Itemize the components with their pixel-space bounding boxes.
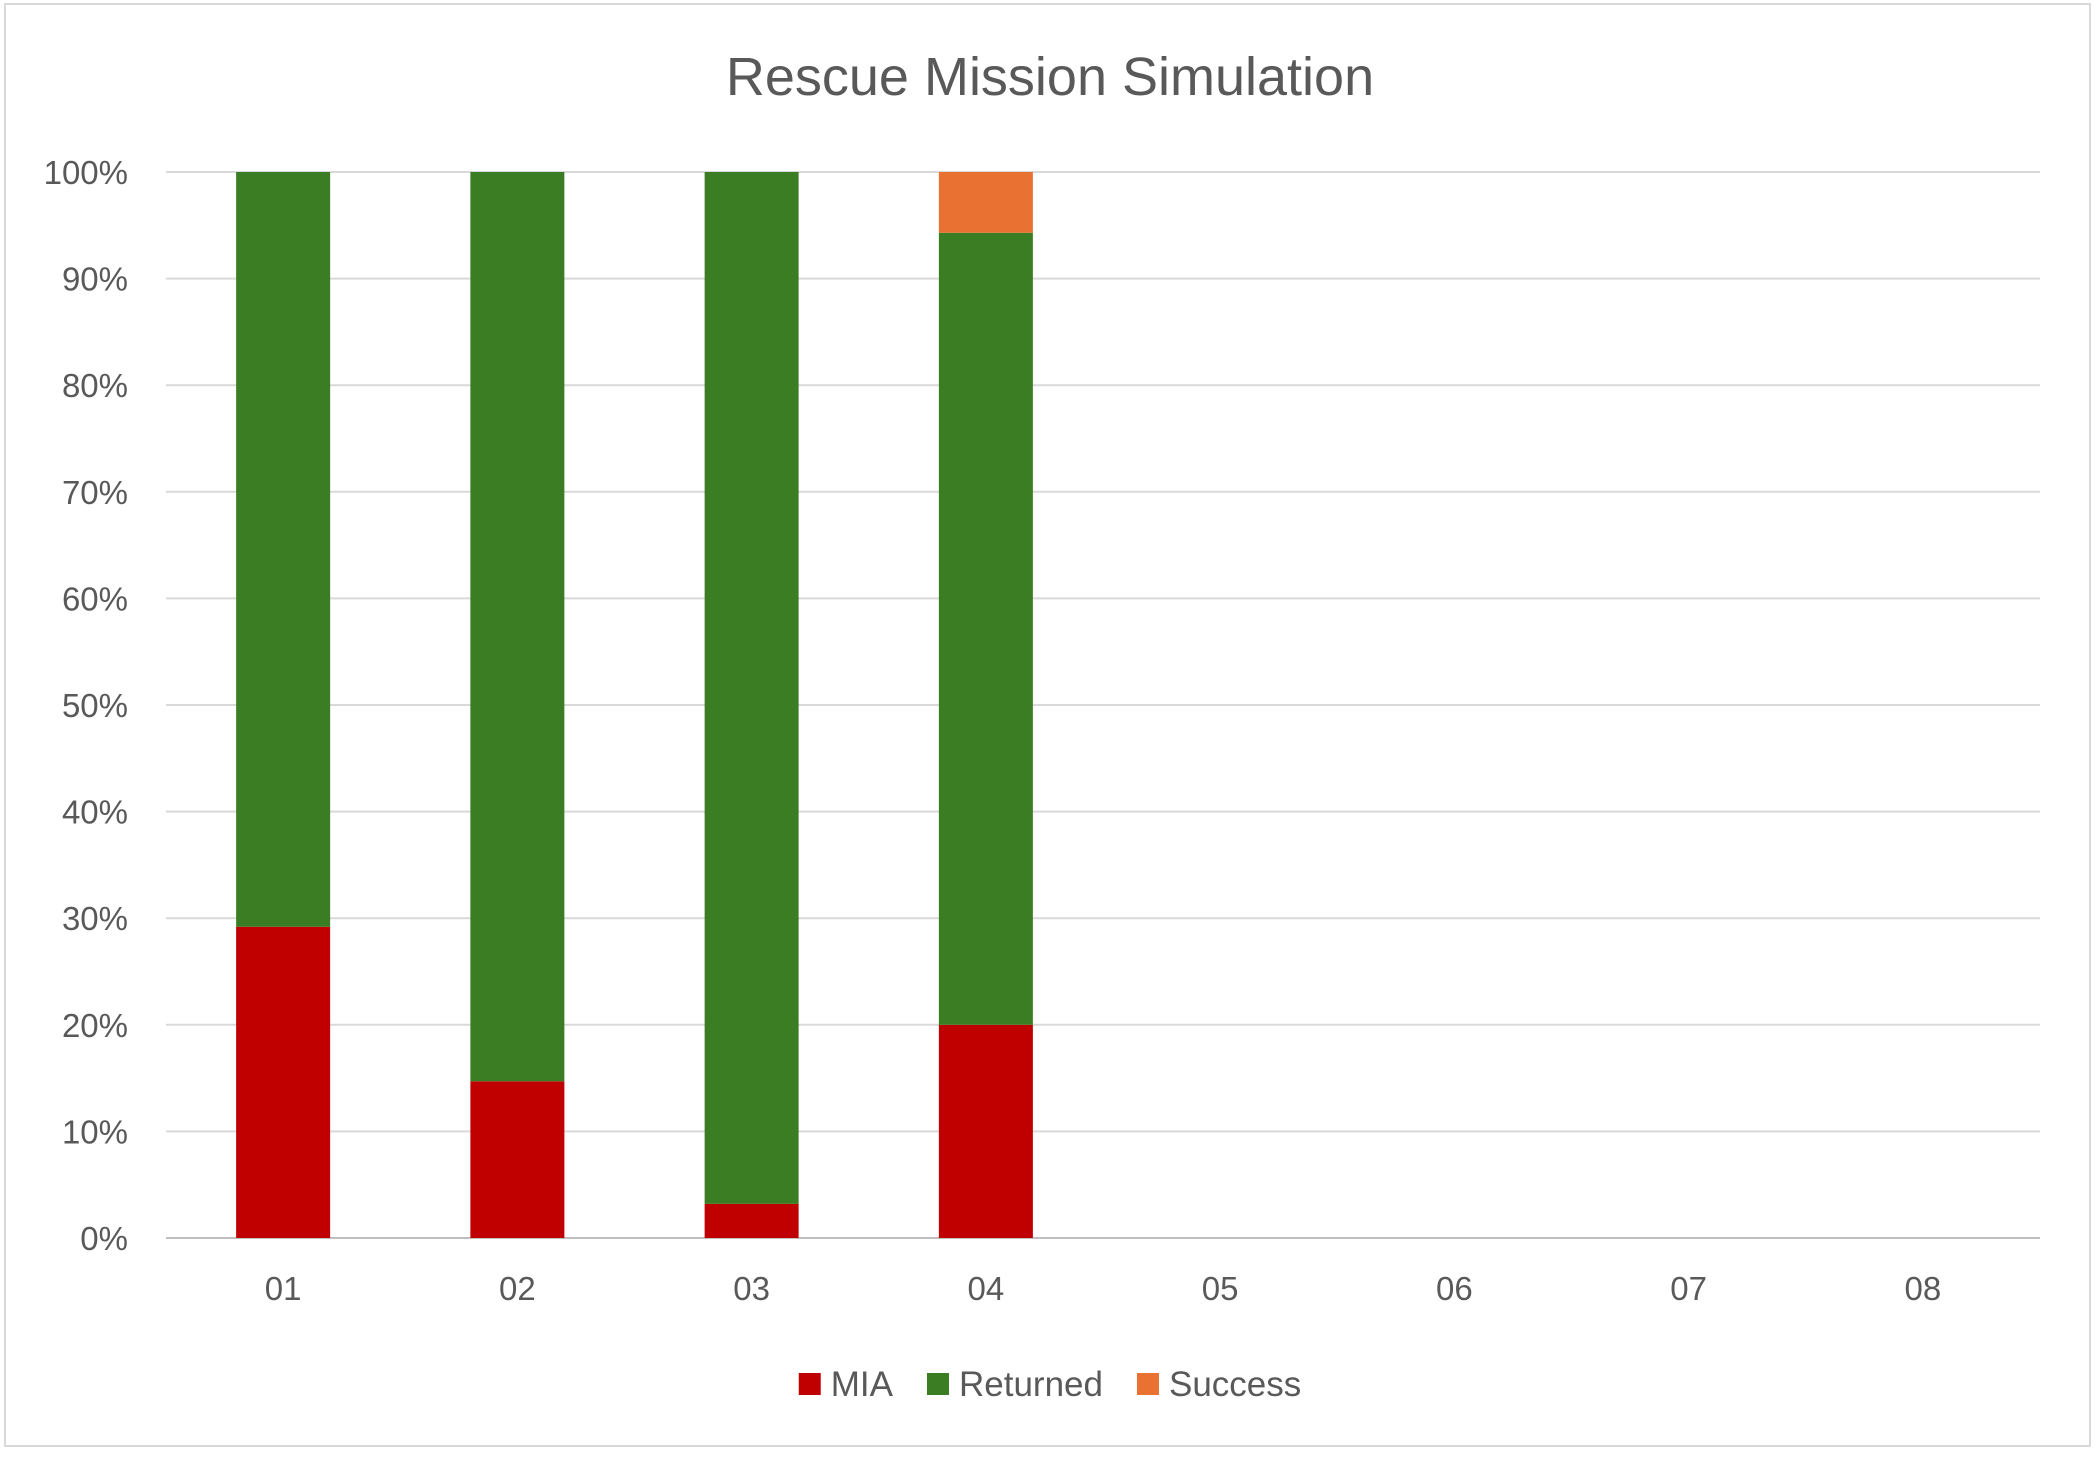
bar-success-04 xyxy=(938,172,1033,233)
legend-label: Success xyxy=(1169,1365,1301,1404)
legend-swatch xyxy=(926,1373,949,1395)
bar-returned-02 xyxy=(470,172,565,1082)
legend-label: MIA xyxy=(831,1365,894,1404)
bar-returned-03 xyxy=(704,172,799,1204)
x-axis: 01 02 03 04 05 06 07 08 xyxy=(265,1270,1941,1307)
legend-item-mia: MIA xyxy=(798,1365,894,1404)
x-tick-label: 05 xyxy=(1202,1270,1239,1307)
y-tick-label: 80% xyxy=(62,367,128,404)
legend-swatch xyxy=(798,1373,821,1395)
x-tick-label: 04 xyxy=(968,1270,1005,1307)
bar-mia-04 xyxy=(938,1024,1033,1238)
x-tick-label: 02 xyxy=(499,1270,536,1307)
legend-item-returned: Returned xyxy=(926,1365,1103,1404)
y-tick-label: 20% xyxy=(62,1007,128,1044)
x-tick-label: 03 xyxy=(733,1270,770,1307)
bar-returned-04 xyxy=(938,232,1033,1025)
x-tick-label: 07 xyxy=(1670,1270,1707,1307)
x-tick-label: 01 xyxy=(265,1270,302,1307)
y-tick-label: 60% xyxy=(62,580,128,617)
y-tick-label: 90% xyxy=(62,261,128,298)
y-tick-label: 30% xyxy=(62,900,128,937)
gridlines xyxy=(166,171,2040,1239)
x-tick-label: 06 xyxy=(1436,1270,1473,1307)
chart-frame xyxy=(4,3,2091,1447)
bar-mia-02 xyxy=(470,1081,565,1238)
y-tick-label: 10% xyxy=(62,1113,128,1150)
legend-item-success: Success xyxy=(1136,1365,1301,1404)
bar-returned-01 xyxy=(236,172,331,927)
legend-swatch xyxy=(1136,1373,1159,1395)
y-axis: 0% 10% 20% 30% 40% 50% 60% 70% 80% 90% 100% xyxy=(44,154,128,1257)
y-tick-label: 100% xyxy=(44,154,128,191)
bar-mia-03 xyxy=(704,1203,799,1238)
y-tick-label: 40% xyxy=(62,794,128,831)
legend: MIA Returned Success xyxy=(798,1365,1301,1404)
x-tick-label: 08 xyxy=(1905,1270,1942,1307)
y-tick-label: 50% xyxy=(62,687,128,724)
y-tick-label: 70% xyxy=(62,474,128,511)
y-tick-label: 0% xyxy=(80,1220,128,1257)
legend-label: Returned xyxy=(959,1365,1103,1404)
bar-mia-01 xyxy=(236,926,331,1238)
chart-title: Rescue Mission Simulation xyxy=(726,47,1374,107)
bars xyxy=(236,172,1033,1238)
